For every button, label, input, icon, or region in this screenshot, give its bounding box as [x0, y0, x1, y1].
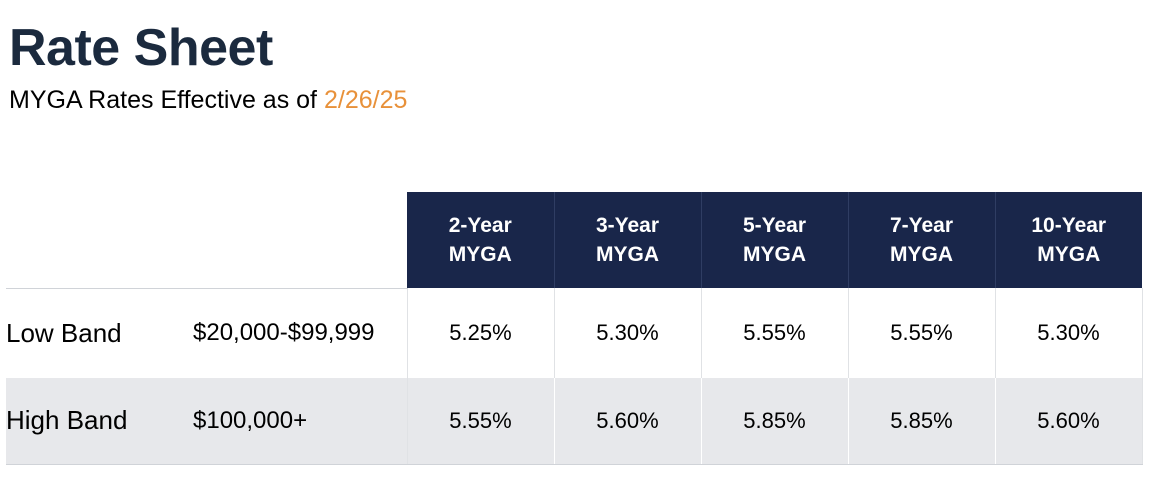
column-header-10-year: 10-Year MYGA [994, 192, 1142, 288]
effective-date: 2/26/25 [323, 86, 408, 114]
rate-cell: 5.60% [553, 378, 701, 465]
column-header-product: MYGA [743, 243, 806, 266]
band-name: Low Band [6, 288, 193, 378]
rate-cell: 5.55% [406, 378, 554, 465]
column-header-product: MYGA [596, 243, 659, 266]
column-header-term: 7-Year [889, 214, 954, 237]
column-header-product: MYGA [1037, 243, 1101, 266]
rate-cell: 5.55% [700, 288, 848, 378]
rate-cell: 5.55% [847, 288, 995, 378]
rate-cell: 5.30% [994, 288, 1143, 378]
rate-cell: 5.85% [847, 378, 995, 465]
table-row-high-band: High Band $100,000+ 5.55% 5.60% 5.85% 5.… [6, 378, 1143, 465]
table-corner-cell [6, 192, 407, 289]
column-header-product: MYGA [448, 243, 512, 266]
column-header-term: 3-Year [595, 214, 660, 237]
rate-table: 2-Year MYGA 3-Year MYGA 5-Year MYGA 7-Ye… [6, 192, 1143, 465]
rate-cell: 5.30% [553, 288, 701, 378]
rate-cell: 5.85% [700, 378, 848, 465]
column-header-5-year: 5-Year MYGA [700, 192, 848, 288]
rate-cell: 5.60% [994, 378, 1143, 465]
page-title: Rate Sheet [9, 19, 273, 77]
table-row-low-band: Low Band $20,000-$99,999 5.25% 5.30% 5.5… [6, 288, 1143, 378]
band-range: $100,000+ [193, 378, 407, 465]
column-header-term: 2-Year [448, 214, 512, 237]
band-name: High Band [6, 378, 193, 465]
column-header-3-year: 3-Year MYGA [553, 192, 701, 288]
page-subtitle: MYGA Rates Effective as of 2/26/25 [9, 86, 408, 115]
band-range: $20,000-$99,999 [193, 288, 407, 378]
column-header-term: 5-Year [742, 214, 807, 237]
column-header-2-year: 2-Year MYGA [407, 192, 554, 288]
table-header-row: 2-Year MYGA 3-Year MYGA 5-Year MYGA 7-Ye… [6, 192, 1142, 289]
column-header-product: MYGA [890, 243, 953, 266]
column-header-7-year: 7-Year MYGA [847, 192, 995, 288]
column-header-term: 10-Year [1031, 214, 1107, 237]
subtitle-text: MYGA Rates Effective as of [9, 86, 324, 114]
rate-cell: 5.25% [406, 288, 554, 378]
